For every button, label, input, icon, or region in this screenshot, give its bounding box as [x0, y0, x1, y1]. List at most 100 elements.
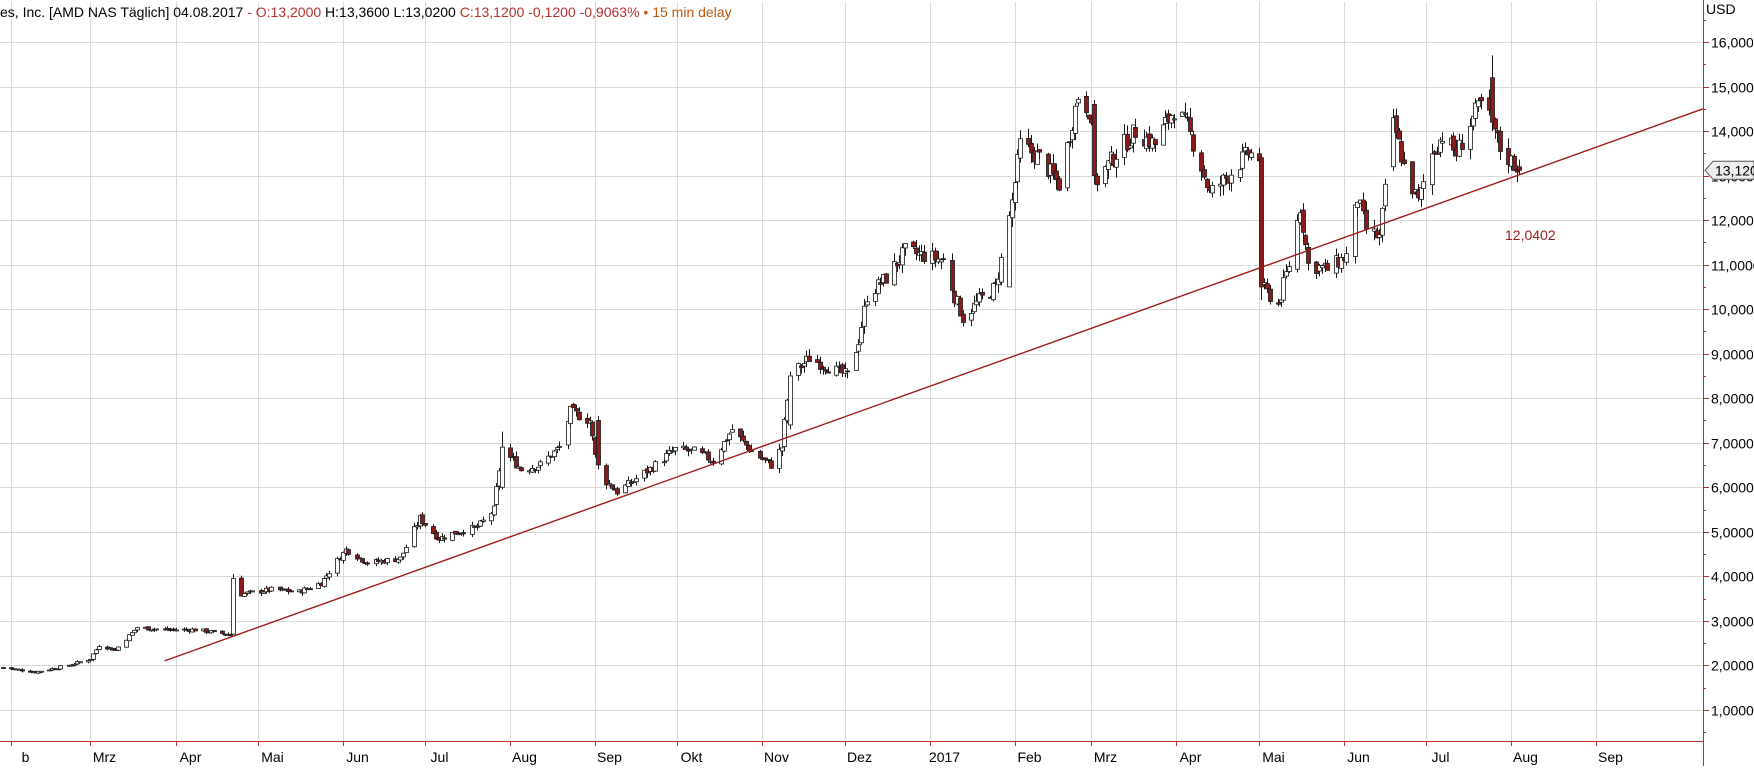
candle-body [1068, 141, 1073, 144]
candle-body [1015, 154, 1020, 183]
candle-body [999, 257, 1004, 283]
candle-body [404, 547, 409, 554]
candle-body [980, 291, 985, 296]
y-tick-label: 2,0000 [1711, 658, 1754, 674]
candle-body [94, 649, 99, 654]
candle-body [1276, 302, 1281, 305]
candle-body [478, 520, 483, 527]
candle-body [802, 363, 807, 367]
instrument-title: es, Inc. [AMD NAS Täglich] 04.08.2017 [0, 4, 244, 20]
x-tick-label: 2017 [929, 749, 960, 765]
candle-body [289, 590, 294, 593]
candle-body [1199, 152, 1204, 172]
candle-body [892, 261, 897, 286]
candle-body [766, 459, 771, 461]
x-tick-label: Sep [597, 749, 622, 765]
candle-body [1125, 134, 1130, 151]
candle-body [341, 552, 346, 561]
trendline-group: 12,0402 [164, 108, 1704, 662]
last-price-label: 13,1200 [1715, 162, 1754, 178]
candle-body [132, 629, 137, 634]
candle-body [20, 669, 25, 672]
candle-body [1493, 118, 1498, 130]
candle-body [135, 627, 140, 631]
close-change-value: C:13,1200 -0,1200 -0,9063% [459, 4, 640, 20]
candle-body [453, 530, 458, 535]
candle-body [1325, 263, 1330, 271]
candle-body [1224, 175, 1229, 179]
candle-body [442, 537, 447, 540]
candle-body [1432, 151, 1437, 155]
candle-body [911, 241, 916, 248]
candle-body [494, 486, 499, 505]
candle-body [577, 411, 582, 421]
candle-body [692, 446, 697, 451]
candle-body [958, 297, 963, 317]
candle-body [1440, 141, 1445, 144]
candle-body [706, 451, 711, 461]
candle-body [269, 586, 274, 592]
candle-body [623, 484, 628, 494]
x-tick-label: Jun [346, 749, 369, 765]
y-tick-label: 8,0000 [1711, 391, 1754, 407]
candle-body [360, 558, 365, 563]
candle-body [574, 408, 579, 412]
candle-body [856, 344, 861, 352]
candle-body [1394, 115, 1399, 134]
candle-body [1268, 288, 1273, 302]
candle-body [165, 627, 170, 631]
candle-body [1221, 174, 1226, 186]
candle-body [1010, 199, 1015, 219]
candle-body [174, 629, 179, 632]
candle-body [39, 670, 44, 673]
candle-body [1013, 182, 1018, 203]
candle-body [977, 293, 982, 303]
candle-body [1355, 201, 1360, 209]
candle-body [1397, 130, 1402, 140]
candle-body [664, 453, 669, 462]
candle-body [431, 525, 436, 534]
candle-body [231, 578, 236, 635]
candle-body [634, 478, 639, 483]
x-tick-label: Apr [1180, 749, 1202, 765]
candle-body [261, 591, 266, 594]
candle-body [1057, 178, 1062, 191]
candle-body [604, 465, 609, 486]
x-tick-label: Apr [180, 749, 202, 765]
candle-body [78, 661, 83, 664]
candle-body [834, 365, 839, 376]
candle-body [1035, 150, 1040, 165]
candle-body [1498, 130, 1503, 152]
candle-body [1372, 228, 1377, 232]
candle-body [1364, 209, 1369, 230]
candle-body [116, 646, 121, 651]
candle-body [286, 588, 291, 593]
candle-body [1205, 178, 1210, 188]
candle-body [818, 361, 823, 370]
candle-body [662, 461, 667, 464]
x-tick-label: Dez [847, 749, 872, 765]
x-tick-label: b [22, 749, 30, 765]
candle-body [1070, 130, 1075, 141]
candle-body [1153, 139, 1158, 146]
candle-body [1202, 169, 1207, 178]
candle-body [1430, 153, 1435, 186]
x-tick-label: Aug [1513, 749, 1538, 765]
candle-body [974, 300, 979, 306]
candle-body [673, 447, 678, 452]
candle-body [365, 562, 370, 565]
candle-body [922, 251, 927, 262]
candle-body [741, 435, 746, 441]
candle-body [1191, 134, 1196, 152]
candle-body [552, 450, 557, 458]
candle-body [1512, 155, 1517, 171]
candle-body [489, 512, 494, 522]
candle-body [536, 466, 541, 471]
y-tick-label: 12,0000 [1711, 213, 1754, 229]
candle-body [1410, 161, 1415, 195]
candle-body [508, 447, 513, 458]
y-tick-label: 5,0000 [1711, 525, 1754, 541]
candle-body [1473, 102, 1478, 119]
candle-body [1303, 234, 1308, 246]
candle-body [1249, 152, 1254, 159]
